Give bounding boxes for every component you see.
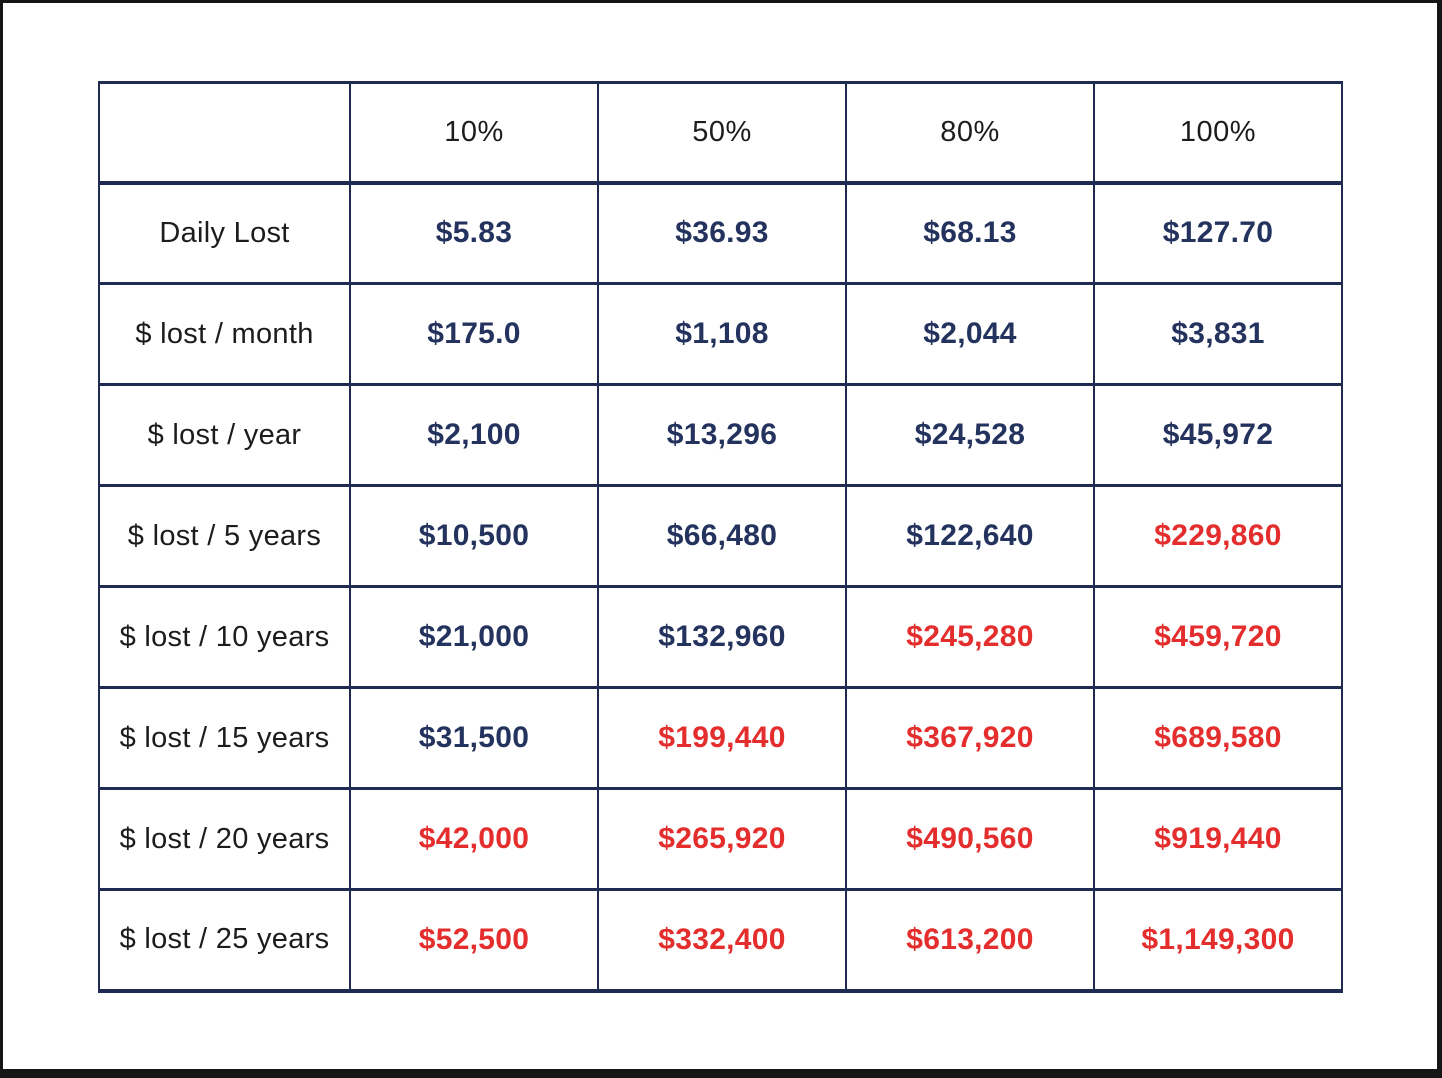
value-cell: $367,920 (845, 686, 1095, 790)
column-header-100pct: 100% (1093, 81, 1343, 185)
row-label: Daily Lost (98, 181, 351, 285)
value-cell: $199,440 (597, 686, 847, 790)
table-row-20-years: $ lost / 20 years $42,000 $265,920 $490,… (98, 787, 1343, 891)
table-row-year: $ lost / year $2,100 $13,296 $24,528 $45… (98, 383, 1343, 487)
value-cell: $459,720 (1093, 585, 1343, 689)
value-cell: $490,560 (845, 787, 1095, 891)
money-lost-table-wrapper: 10% 50% 80% 100% Daily Lost $5.83 $36.93… (98, 81, 1343, 993)
value-cell: $689,580 (1093, 686, 1343, 790)
row-label: $ lost / 15 years (98, 686, 351, 790)
value-cell: $52,500 (349, 888, 599, 993)
table-row-month: $ lost / month $175.0 $1,108 $2,044 $3,8… (98, 282, 1343, 386)
value-cell: $68.13 (845, 181, 1095, 285)
value-cell: $66,480 (597, 484, 847, 588)
table-row-10-years: $ lost / 10 years $21,000 $132,960 $245,… (98, 585, 1343, 689)
value-cell: $122,640 (845, 484, 1095, 588)
value-cell: $31,500 (349, 686, 599, 790)
corner-cell (98, 81, 351, 185)
value-cell: $24,528 (845, 383, 1095, 487)
table-row-daily: Daily Lost $5.83 $36.93 $68.13 $127.70 (98, 181, 1343, 285)
table-row-25-years: $ lost / 25 years $52,500 $332,400 $613,… (98, 888, 1343, 993)
value-cell: $2,044 (845, 282, 1095, 386)
value-cell: $332,400 (597, 888, 847, 993)
column-header-50pct: 50% (597, 81, 847, 185)
value-cell: $10,500 (349, 484, 599, 588)
table-row-5-years: $ lost / 5 years $10,500 $66,480 $122,64… (98, 484, 1343, 588)
value-cell: $1,108 (597, 282, 847, 386)
row-label: $ lost / 5 years (98, 484, 351, 588)
table-row-15-years: $ lost / 15 years $31,500 $199,440 $367,… (98, 686, 1343, 790)
value-cell: $36.93 (597, 181, 847, 285)
row-label: $ lost / month (98, 282, 351, 386)
money-lost-table: 10% 50% 80% 100% Daily Lost $5.83 $36.93… (98, 81, 1343, 993)
value-cell: $229,860 (1093, 484, 1343, 588)
row-label: $ lost / 20 years (98, 787, 351, 891)
value-cell: $21,000 (349, 585, 599, 689)
row-label: $ lost / year (98, 383, 351, 487)
value-cell: $265,920 (597, 787, 847, 891)
column-header-10pct: 10% (349, 81, 599, 185)
value-cell: $1,149,300 (1093, 888, 1343, 993)
value-cell: $613,200 (845, 888, 1095, 993)
row-label: $ lost / 25 years (98, 888, 351, 993)
column-header-80pct: 80% (845, 81, 1095, 185)
value-cell: $13,296 (597, 383, 847, 487)
row-label: $ lost / 10 years (98, 585, 351, 689)
header-row: 10% 50% 80% 100% (98, 81, 1343, 185)
value-cell: $2,100 (349, 383, 599, 487)
value-cell: $45,972 (1093, 383, 1343, 487)
value-cell: $3,831 (1093, 282, 1343, 386)
value-cell: $919,440 (1093, 787, 1343, 891)
value-cell: $127.70 (1093, 181, 1343, 285)
value-cell: $132,960 (597, 585, 847, 689)
value-cell: $175.0 (349, 282, 599, 386)
value-cell: $245,280 (845, 585, 1095, 689)
value-cell: $42,000 (349, 787, 599, 891)
value-cell: $5.83 (349, 181, 599, 285)
